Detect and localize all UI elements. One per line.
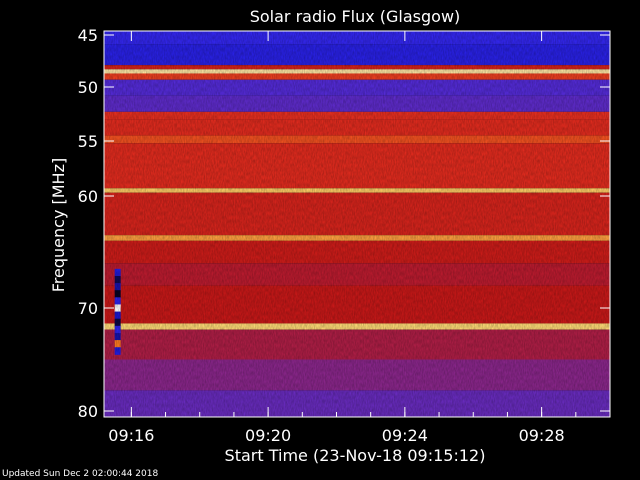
x-tick-label: 09:28 xyxy=(519,426,565,445)
update-timestamp: Updated Sun Dec 2 02:00:44 2018 xyxy=(2,469,159,479)
y-tick-label: 70 xyxy=(78,299,98,318)
x-tick-label: 09:16 xyxy=(108,426,154,445)
y-tick-label: 60 xyxy=(78,187,98,206)
texture-noise xyxy=(104,31,610,417)
y-axis-label: Frequency [MHz] xyxy=(49,158,68,292)
x-axis-label: Start Time (23-Nov-18 09:15:12) xyxy=(225,446,486,465)
x-tick-label: 09:20 xyxy=(245,426,291,445)
axes: 45 50 55 60 70 80 09:16 09:20 09:24 09:28 xyxy=(78,26,611,445)
plot-frame xyxy=(103,30,611,418)
y-tick-label: 80 xyxy=(78,402,98,421)
y-tick-label: 45 xyxy=(78,26,98,45)
noise-overlay xyxy=(104,31,610,417)
y-tick-label: 50 xyxy=(78,78,98,97)
y-tick-label: 55 xyxy=(78,132,98,151)
x-tick-label: 09:24 xyxy=(382,426,428,445)
chart-title: Solar radio Flux (Glasgow) xyxy=(250,7,461,26)
